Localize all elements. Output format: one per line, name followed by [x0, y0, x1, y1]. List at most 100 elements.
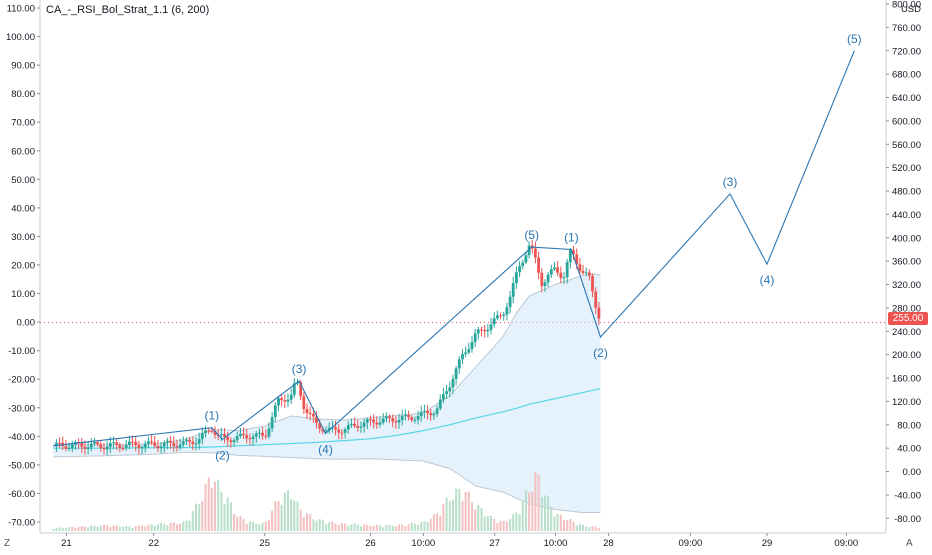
right-axis-tick-label: 760.00	[892, 23, 921, 34]
candle-body	[407, 414, 410, 418]
candle-body	[575, 254, 579, 265]
volume-bar	[455, 488, 458, 531]
volume-bar	[166, 525, 169, 531]
right-axis-tick-label: 320.00	[892, 280, 921, 291]
candle-body	[70, 444, 74, 449]
corner-left-label[interactable]: Z	[4, 538, 11, 549]
candle-body	[308, 413, 312, 414]
time-axis: 21 22 25 26 10:00 27 10:00 28 09:00 29 09:00	[61, 533, 858, 549]
volume-bar	[334, 523, 337, 531]
candle-body	[258, 432, 261, 434]
volume-bar	[420, 522, 423, 531]
right-axis-tick-label: 160.00	[892, 374, 921, 385]
volume-bar	[198, 504, 201, 531]
candle-body	[467, 349, 471, 353]
candle-body	[464, 352, 467, 355]
volume-bar	[559, 514, 562, 531]
volume-bars	[52, 471, 600, 531]
volume-bar	[264, 521, 267, 531]
candle-body	[67, 448, 71, 450]
volume-bar	[115, 525, 118, 531]
time-axis-tick-label: 21	[61, 538, 72, 549]
left-axis-tick-label: 30.00	[11, 232, 35, 243]
volume-bar	[391, 525, 394, 531]
wave-label: (3)	[292, 362, 307, 376]
time-axis-tick-label: 27	[489, 538, 500, 549]
volume-bar	[188, 520, 191, 531]
volume-bar	[515, 512, 518, 531]
volume-bar	[471, 502, 473, 531]
candle-body	[80, 443, 84, 447]
candle-body	[302, 396, 306, 409]
volume-bar	[569, 519, 572, 531]
candle-body	[369, 419, 372, 421]
candle-body	[197, 439, 201, 444]
candle-body	[194, 443, 198, 445]
volume-bar	[153, 525, 156, 531]
left-axis-tick-label: -50.00	[8, 460, 35, 471]
volume-bar	[287, 490, 289, 531]
candle-body	[578, 264, 582, 271]
volume-bar	[137, 525, 140, 531]
volume-bar	[258, 524, 261, 531]
volume-bar	[366, 524, 369, 531]
corner-right-label[interactable]: A	[906, 538, 913, 549]
volume-bar	[417, 524, 420, 531]
candle-body	[55, 442, 58, 446]
candle-body	[134, 441, 138, 446]
volume-bar	[220, 492, 223, 531]
wave-label: (3)	[723, 175, 738, 189]
candle-body	[99, 444, 103, 448]
volume-bar	[566, 520, 569, 531]
candle-body	[286, 399, 290, 402]
volume-bar	[550, 506, 553, 531]
volume-bar	[413, 523, 416, 531]
volume-bar	[125, 525, 128, 531]
volume-bar	[474, 509, 477, 531]
candle-body	[505, 307, 509, 315]
volume-bar	[496, 523, 499, 531]
volume-bar	[426, 521, 429, 531]
time-axis-tick-label: 09:00	[679, 538, 703, 549]
candle-body	[226, 436, 230, 441]
left-axis-tick-label: 50.00	[11, 175, 35, 186]
candle-body	[581, 271, 585, 274]
candle-body	[432, 413, 436, 416]
volume-bar	[172, 522, 175, 531]
candle-body	[404, 414, 407, 417]
candle-body	[362, 422, 366, 427]
right-axis-tick-label: -80.00	[894, 514, 921, 525]
candle-body	[242, 433, 245, 436]
candle-body	[175, 446, 179, 448]
volume-bar	[179, 523, 182, 531]
candle-body	[343, 429, 347, 433]
volume-bar	[233, 513, 236, 531]
candle-body	[229, 440, 233, 443]
volume-bar	[331, 521, 334, 531]
candle-body	[112, 442, 115, 444]
volume-bar	[217, 479, 220, 531]
candle-body	[96, 442, 99, 445]
study-title[interactable]: CA_-_RSI_Bol_Strat_1.1 (6, 200)	[46, 4, 210, 16]
volume-bar	[540, 497, 543, 531]
band-upper-line	[53, 273, 601, 446]
left-axis-tick-label: -30.00	[8, 403, 35, 414]
volume-bar	[372, 525, 375, 531]
volume-bar	[271, 510, 274, 531]
volume-bar	[261, 522, 264, 531]
candle-body	[442, 394, 445, 400]
candle-body	[289, 394, 293, 400]
candle-body	[524, 255, 528, 263]
volume-bar	[185, 520, 188, 531]
volume-bar	[312, 519, 315, 531]
volume-bar	[207, 477, 210, 531]
volume-bar	[556, 513, 559, 531]
volume-bar	[112, 525, 115, 531]
volume-bar	[379, 525, 381, 531]
volume-bar	[144, 526, 147, 531]
volume-bar	[201, 501, 204, 531]
left-axis: -70.00 -60.00 -50.00 -40.00 -30.00 -20.00 -10.…	[6, 4, 40, 529]
candle-body	[137, 445, 141, 448]
